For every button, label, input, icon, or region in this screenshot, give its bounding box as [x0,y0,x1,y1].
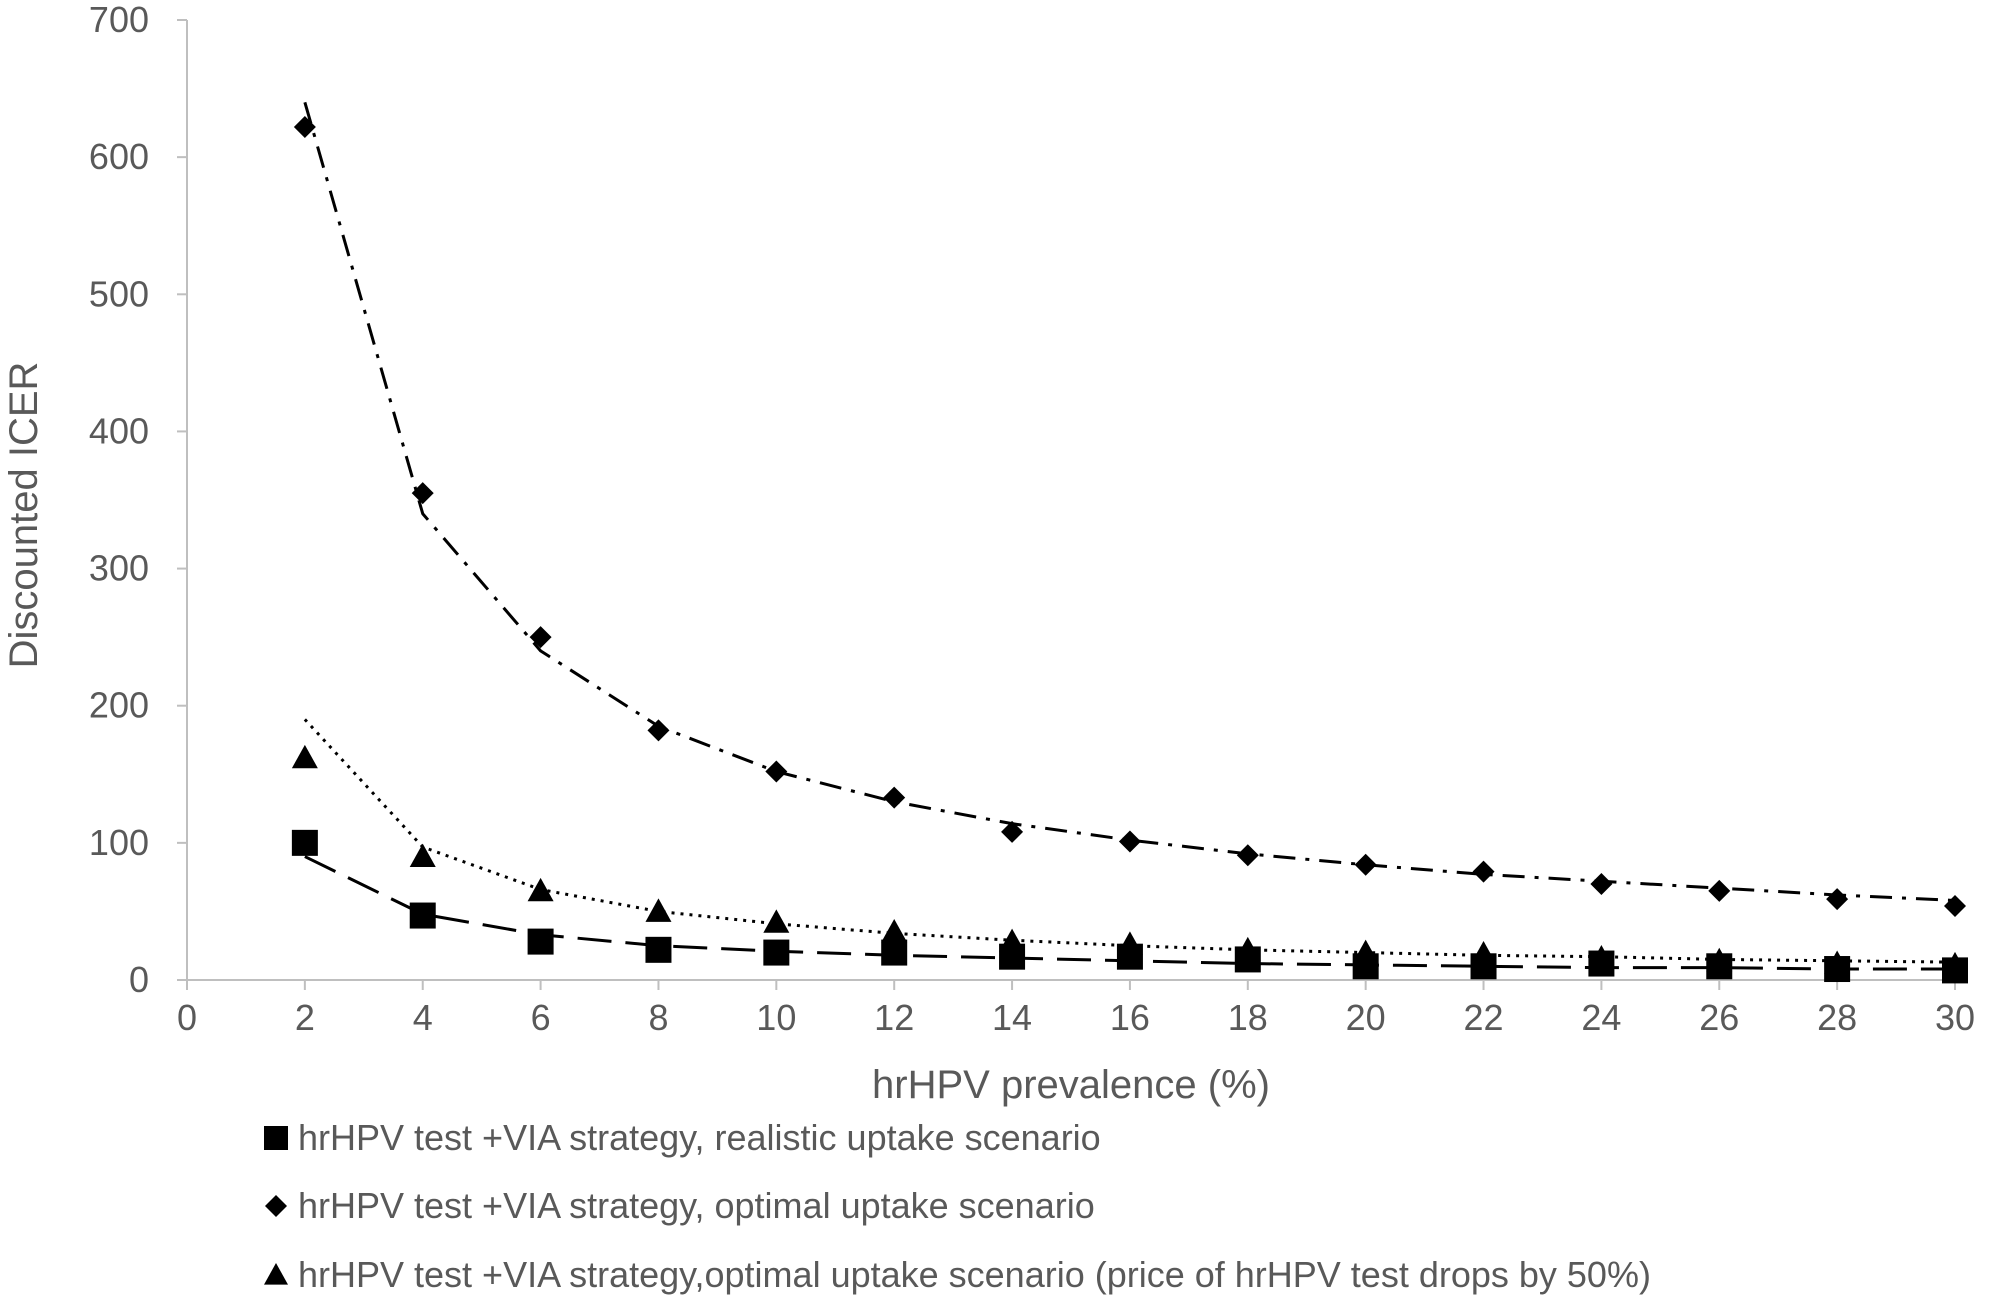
triangle-point [1706,947,1733,972]
y-tick-label: 500 [89,273,149,314]
diamond-point [1236,844,1259,867]
y-tick-label: 100 [89,822,149,863]
diamond-point [1472,860,1495,883]
x-tick-label: 12 [874,997,914,1038]
x-tick-label: 0 [177,997,197,1038]
x-tick-label: 6 [531,997,551,1038]
diamond-point [1944,894,1966,917]
triangle-point [1824,950,1851,974]
x-tick-label: 30 [1935,997,1975,1038]
square-point [527,928,554,955]
y-tick-label: 700 [89,0,149,40]
x-tick-label: 14 [992,997,1032,1038]
legend-triangle [264,1263,288,1285]
triangle-point [1470,940,1497,965]
diamond-point [883,786,906,809]
x-axis-title: hrHPV prevalence (%) [872,1063,1270,1107]
legend-square-marker [264,1126,288,1150]
x-tick-label: 20 [1346,997,1386,1038]
legend-label-optimal-price-drop: hrHPV test +VIA strategy,optimal uptake … [298,1254,1651,1295]
diamond-point [293,115,316,138]
x-tick-label: 18 [1228,997,1268,1038]
x-tick-label: 22 [1464,997,1504,1038]
y-axis-title: Discounted ICER [2,362,46,669]
diamond-point [529,626,552,649]
axes [186,20,1955,981]
legend-entry-optimal-price-drop: hrHPV test +VIA strategy,optimal uptake … [264,1254,1651,1295]
square-point [645,936,672,963]
triangle-point [1588,945,1615,969]
triangle-point [645,898,672,922]
diamond-point [1001,820,1024,843]
triangle-point [409,843,436,867]
triangle-point [291,744,318,769]
y-tick-label: 300 [89,548,149,589]
legend-triangle-marker [264,1263,288,1285]
square-point [409,902,436,929]
y-tick-label: 200 [89,685,149,726]
square-point [763,939,790,966]
triangle-point [1116,931,1143,955]
x-tick-label: 24 [1581,997,1621,1038]
x-tick-label: 28 [1817,997,1857,1038]
triangle-point [1352,939,1379,963]
x-tick-label: 16 [1110,997,1150,1038]
diamond-point [647,719,670,742]
legend-diamond [265,1195,287,1217]
trendline-optimal [303,101,1956,902]
legend-label-realistic: hrHPV test +VIA strategy, realistic upta… [298,1117,1101,1158]
triangle-point [999,928,1026,952]
diamond-point [1354,853,1377,876]
square-point [291,829,318,856]
triangle-point [1234,936,1261,961]
diamond-point [1826,888,1849,911]
data-points [291,115,1968,984]
triangle-point [527,877,554,902]
diamond-point [411,482,434,505]
legend-entry-optimal: hrHPV test +VIA strategy, optimal uptake… [265,1185,1095,1226]
diamond-point [1708,879,1731,902]
x-ticks: 0 2 4 6 8 10 12 14 16 18 20 22 24 26 28 30 [177,980,1975,1038]
diamond-point [765,760,788,783]
diamond-point [1590,873,1613,895]
y-ticks: 0 100 200 300 400 500 600 700 [89,0,187,1000]
triangle-point [881,919,908,943]
legend-label-optimal: hrHPV test +VIA strategy, optimal uptake… [298,1185,1095,1226]
legend-diamond-marker [265,1195,287,1217]
x-tick-label: 26 [1699,997,1739,1038]
y-tick-label: 600 [89,136,149,177]
square-point [881,939,908,966]
triangle-point [763,909,790,933]
legend-entry-realistic: hrHPV test +VIA strategy, realistic upta… [264,1117,1101,1158]
legend-square [264,1126,288,1150]
y-tick-label: 400 [89,410,149,451]
x-tick-label: 8 [648,997,668,1038]
x-tick-label: 4 [413,997,433,1038]
legend: hrHPV test +VIA strategy, realistic upta… [264,1117,1651,1295]
x-tick-label: 10 [756,997,796,1038]
y-tick-label: 0 [129,959,149,1000]
triangle-point [1942,951,1968,976]
x-tick-label: 2 [295,997,315,1038]
diamond-point [1118,830,1141,853]
